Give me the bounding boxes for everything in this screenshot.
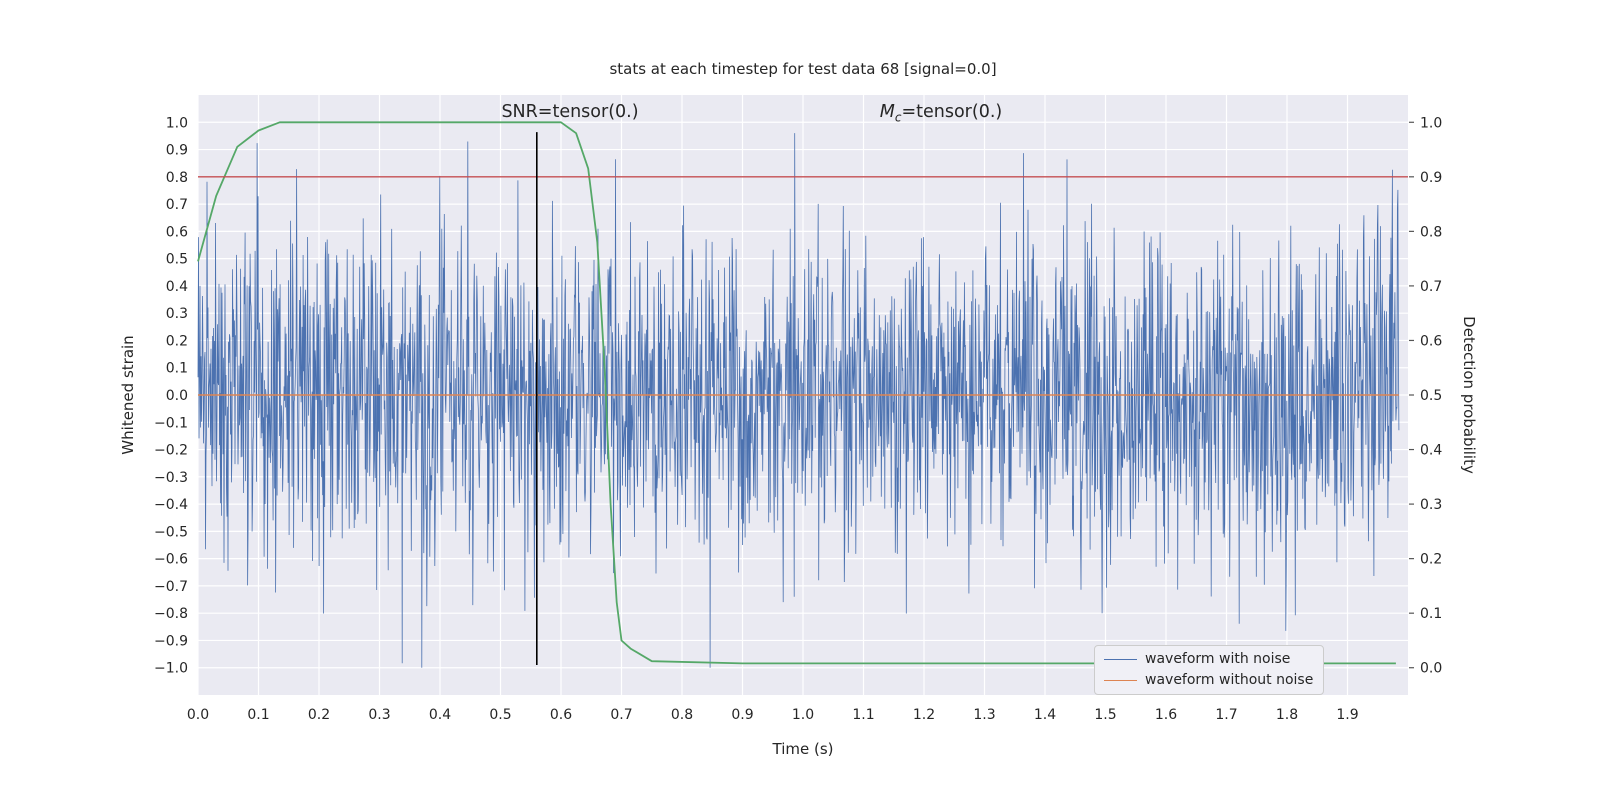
x-tick-label: 0.1 [247,707,269,723]
x-tick-label: 1.3 [973,707,995,723]
x-tick-label: 0.8 [671,707,693,723]
y-right-axis-label: Detection probability [1460,316,1478,474]
series-detection-probability [197,121,1396,665]
legend-item-waveform-without-noise: waveform without noise [1104,672,1313,688]
y-left-tick-label: −0.4 [154,497,188,513]
y-left-tick-label: 0.5 [166,252,188,268]
x-tick-label: 0.0 [187,707,209,723]
legend-line-orange-icon [1104,679,1137,681]
y-left-tick-label: 0.7 [166,197,188,213]
x-tick-label: 1.5 [1094,707,1116,723]
y-left-tick-label: 0.9 [166,143,188,159]
x-tick-label: 1.2 [913,707,935,723]
y-right-tick-label: 0.9 [1420,170,1442,186]
y-right-tick-label: 0.2 [1420,552,1442,568]
x-tick-label: 0.5 [489,707,511,723]
series-waveform-with-noise [197,133,1400,668]
y-left-tick-label: 1.0 [166,115,188,131]
y-right-tick-label: 0.7 [1420,279,1442,295]
x-tick-label: 1.6 [1155,707,1177,723]
y-right-tick-label: 0.0 [1420,661,1442,677]
y-left-tick-label: −0.6 [154,552,188,568]
y-left-tick-label: 0.1 [166,361,188,377]
y-left-tick-label: 0.8 [166,170,188,186]
y-right-tick-label: 0.4 [1420,443,1442,459]
x-tick-label: 0.9 [731,707,753,723]
y-left-tick-label: −0.9 [154,633,188,649]
annotation-mc: Mc=tensor(0.) [880,102,1002,125]
y-right-tick-label: 0.8 [1420,224,1442,240]
y-right-tick-label: 0.6 [1420,333,1442,349]
y-left-tick-label: −0.1 [154,415,188,431]
y-left-tick-label: −0.3 [154,470,188,486]
legend-item-waveform-with-noise: waveform with noise [1104,651,1313,667]
y-left-axis-label: Whitened strain [119,335,137,454]
y-left-tick-label: 0.3 [166,306,188,322]
y-right-tick-label: 1.0 [1420,115,1442,131]
legend-label: waveform with noise [1145,651,1291,667]
x-tick-label: 1.1 [852,707,874,723]
y-left-tick-label: −0.7 [154,579,188,595]
legend-label: waveform without noise [1145,672,1314,688]
y-left-tick-label: −1.0 [154,661,188,677]
annotation-snr: SNR=tensor(0.) [501,102,639,122]
y-left-tick-label: −0.5 [154,524,188,540]
x-tick-label: 0.3 [368,707,390,723]
x-tick-label: 0.4 [429,707,451,723]
legend: waveform with noise waveform without noi… [1094,645,1325,695]
annotation-mc-subscript: c [894,110,902,125]
x-tick-label: 1.8 [1276,707,1298,723]
x-tick-label: 1.0 [792,707,814,723]
y-right-tick-label: 0.3 [1420,497,1442,513]
y-left-tick-label: −0.2 [154,443,188,459]
x-tick-label: 1.4 [1034,707,1056,723]
annotation-mc-symbol: M [879,102,895,122]
x-tick-label: 0.6 [550,707,572,723]
chart-title: stats at each timestep for test data 68 … [609,60,997,78]
y-right-tick-label: 0.1 [1420,606,1442,622]
x-axis-label: Time (s) [772,740,834,758]
annotation-mc-value: =tensor(0.) [901,102,1003,122]
y-left-tick-label: 0.2 [166,333,188,349]
y-left-tick-label: 0.6 [166,224,188,240]
x-tick-label: 0.2 [308,707,330,723]
x-tick-label: 1.9 [1336,707,1358,723]
y-left-tick-label: 0.0 [166,388,188,404]
x-tick-label: 0.7 [610,707,632,723]
legend-line-blue-icon [1104,658,1137,660]
y-left-tick-label: −0.8 [154,606,188,622]
y-right-tick-label: 0.5 [1420,388,1442,404]
y-left-tick-label: 0.4 [166,279,188,295]
x-tick-label: 1.7 [1215,707,1237,723]
